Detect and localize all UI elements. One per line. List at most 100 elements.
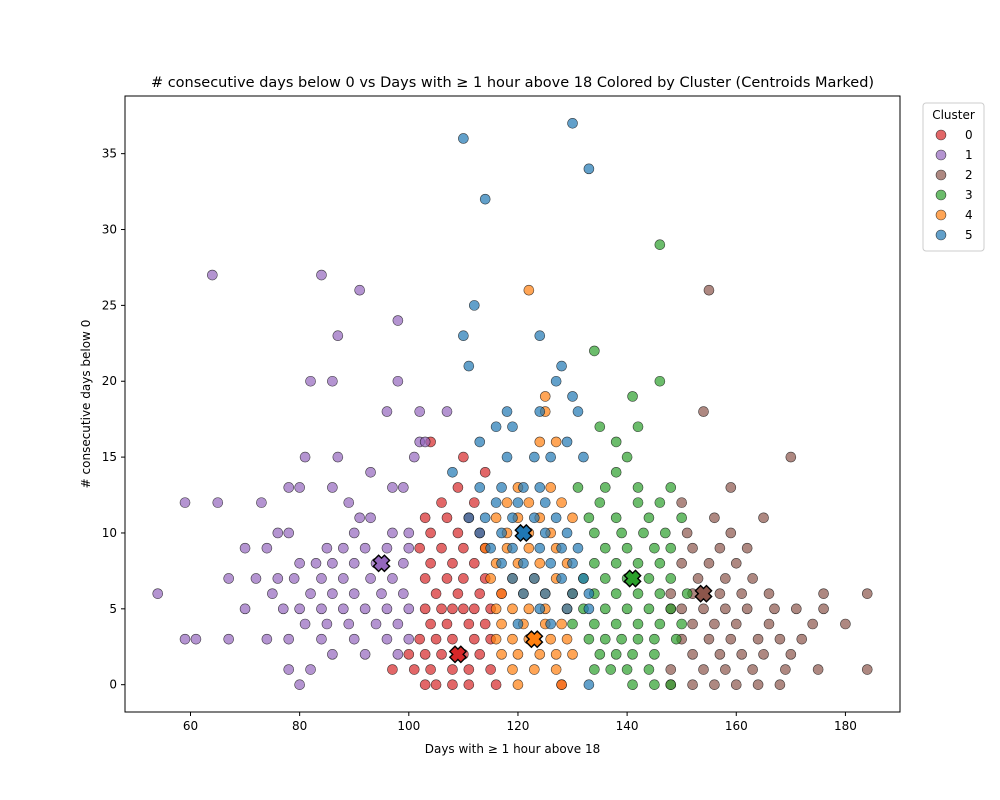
data-point bbox=[572, 406, 584, 417]
data-point bbox=[687, 649, 698, 660]
data-point bbox=[769, 603, 780, 615]
data-point bbox=[507, 542, 518, 554]
data-point bbox=[698, 603, 709, 615]
data-point bbox=[408, 451, 420, 463]
data-point bbox=[490, 633, 502, 645]
data-point bbox=[676, 603, 687, 615]
data-point bbox=[632, 421, 644, 433]
legend-marker bbox=[935, 149, 947, 161]
data-point bbox=[277, 603, 289, 615]
data-point bbox=[441, 512, 453, 524]
data-point bbox=[447, 664, 458, 675]
data-point bbox=[736, 649, 748, 660]
data-point bbox=[599, 573, 611, 584]
data-point bbox=[468, 603, 480, 615]
data-point bbox=[501, 497, 513, 508]
data-point bbox=[534, 436, 546, 448]
data-point bbox=[479, 512, 491, 524]
data-point bbox=[676, 512, 687, 524]
data-point bbox=[447, 633, 458, 645]
data-point bbox=[452, 527, 464, 539]
data-point bbox=[567, 649, 578, 660]
data-point bbox=[692, 573, 704, 584]
data-point bbox=[463, 679, 475, 690]
chart-title: # consecutive days below 0 vs Days with … bbox=[151, 75, 874, 91]
data-point bbox=[305, 375, 316, 387]
data-point bbox=[507, 421, 518, 433]
data-point bbox=[343, 618, 355, 630]
data-point bbox=[299, 451, 311, 463]
legend-label: 0 bbox=[965, 128, 973, 142]
centroids-layer bbox=[372, 523, 713, 664]
data-point bbox=[398, 588, 409, 599]
data-point bbox=[621, 603, 633, 615]
data-point bbox=[496, 482, 507, 493]
x-tick-label: 120 bbox=[507, 719, 530, 733]
data-point bbox=[474, 482, 486, 493]
data-point bbox=[272, 527, 284, 539]
data-point bbox=[398, 482, 409, 493]
data-point bbox=[610, 618, 622, 630]
data-point bbox=[621, 664, 633, 675]
data-point bbox=[316, 269, 327, 281]
data-point bbox=[643, 512, 655, 524]
data-point bbox=[578, 573, 589, 584]
data-point bbox=[496, 649, 507, 660]
data-point bbox=[583, 633, 595, 645]
data-point bbox=[567, 118, 578, 129]
data-point bbox=[316, 573, 327, 584]
data-point bbox=[594, 649, 606, 660]
data-point bbox=[152, 588, 164, 599]
data-point bbox=[654, 558, 666, 569]
data-point bbox=[670, 633, 682, 645]
data-point bbox=[468, 497, 480, 508]
data-point bbox=[605, 664, 617, 675]
data-point bbox=[468, 633, 480, 645]
x-axis: 60 80 100 120 140 160 180 bbox=[183, 712, 857, 733]
data-point bbox=[441, 406, 453, 417]
data-point bbox=[496, 618, 507, 630]
data-point bbox=[791, 603, 802, 615]
data-point bbox=[529, 664, 540, 675]
data-point bbox=[398, 558, 409, 569]
data-point bbox=[490, 679, 502, 690]
data-point bbox=[643, 603, 655, 615]
data-point bbox=[408, 664, 420, 675]
data-point bbox=[387, 482, 398, 493]
data-point bbox=[436, 542, 447, 554]
data-point bbox=[610, 649, 622, 660]
legend-title: Cluster bbox=[932, 108, 975, 122]
data-point bbox=[589, 664, 600, 675]
data-point bbox=[550, 436, 562, 448]
data-point bbox=[796, 633, 808, 645]
data-point bbox=[327, 558, 338, 569]
data-point bbox=[310, 558, 322, 569]
data-point bbox=[681, 527, 693, 539]
data-point bbox=[545, 558, 557, 569]
data-point bbox=[654, 497, 666, 508]
data-point bbox=[752, 633, 764, 645]
data-point bbox=[272, 573, 284, 584]
data-point bbox=[583, 679, 595, 690]
data-point bbox=[638, 527, 649, 539]
data-point bbox=[676, 558, 687, 569]
x-tick-label: 60 bbox=[183, 719, 198, 733]
data-point bbox=[365, 466, 376, 478]
data-point bbox=[534, 406, 546, 417]
legend-items: 0 1 2 3 4 5 bbox=[935, 128, 973, 242]
legend-label: 2 bbox=[965, 168, 973, 182]
data-point bbox=[212, 497, 224, 508]
data-point bbox=[414, 633, 426, 645]
legend-marker bbox=[935, 169, 947, 181]
data-point bbox=[425, 664, 436, 675]
data-point bbox=[709, 679, 720, 690]
data-point bbox=[348, 588, 360, 599]
data-point bbox=[518, 482, 529, 493]
data-point bbox=[490, 421, 502, 433]
data-point bbox=[381, 603, 393, 615]
data-point bbox=[507, 664, 518, 675]
data-point bbox=[736, 588, 748, 599]
data-point bbox=[463, 512, 475, 524]
data-point bbox=[698, 664, 709, 675]
